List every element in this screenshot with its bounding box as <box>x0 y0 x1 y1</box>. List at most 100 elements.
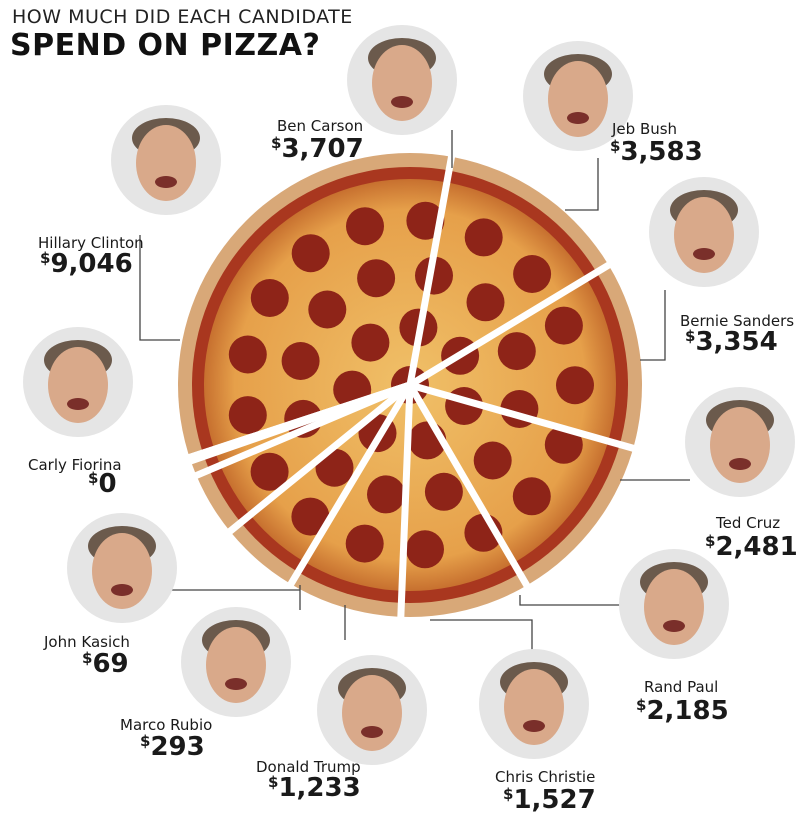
portrait-john-kasich <box>67 513 177 623</box>
pepperoni-22 <box>345 524 384 563</box>
pepperoni-23 <box>291 497 330 536</box>
pepperoni-17 <box>466 283 505 322</box>
pepperoni-28 <box>291 234 330 273</box>
pepperoni-34 <box>556 366 594 405</box>
amount-jeb-bush: $3,583 <box>610 137 703 167</box>
portrait-marco-rubio <box>181 607 291 717</box>
amount-bernie-sanders: $3,354 <box>685 327 778 357</box>
title-line-2: SPEND ON PIZZA? <box>10 28 321 63</box>
portrait-mouth <box>225 678 247 690</box>
pepperoni-32 <box>513 255 552 293</box>
pepperoni-14 <box>308 290 347 329</box>
leader-line-jeb-bush <box>565 158 599 211</box>
amount-ben-carson: $3,707 <box>271 134 364 164</box>
candidate-chris-christie: Chris Christie$1,527 <box>430 619 596 814</box>
portrait-face <box>504 669 564 745</box>
amount-rand-paul: $2,185 <box>636 696 729 726</box>
title-line-1: HOW MUCH DID EACH CANDIDATE <box>12 6 353 28</box>
pepperoni-25 <box>228 396 267 435</box>
portrait-mouth <box>391 96 413 108</box>
portrait-face <box>136 125 196 201</box>
portrait-ted-cruz <box>685 387 795 497</box>
leader-line-chris-christie <box>430 619 533 650</box>
name-donald-trump: Donald Trump <box>256 758 361 776</box>
portrait-mouth <box>693 248 715 260</box>
pepperoni-26 <box>228 335 267 374</box>
portrait-mouth <box>523 720 545 732</box>
pepperoni-5 <box>351 323 390 362</box>
pepperoni-21 <box>406 530 444 569</box>
name-jeb-bush: Jeb Bush <box>611 120 677 138</box>
portrait-mouth <box>111 584 133 596</box>
cut-line-10 <box>180 381 414 463</box>
name-hillary-clinton: Hillary Clinton <box>38 234 144 252</box>
portrait-face <box>548 61 608 137</box>
portrait-mouth <box>663 620 685 632</box>
pepperoni-24 <box>250 452 289 491</box>
candidate-marco-rubio: Marco Rubio$293 <box>120 585 301 762</box>
name-bernie-sanders: Bernie Sanders <box>680 312 794 330</box>
name-ted-cruz: Ted Cruz <box>715 514 780 532</box>
portrait-mouth <box>361 726 383 738</box>
name-carly-fiorina: Carly Fiorina <box>28 456 122 474</box>
portrait-jeb-bush <box>523 41 633 151</box>
candidate-labels: Ben Carson$3,707 Jeb Bush$3,583 Bernie San… <box>23 25 798 814</box>
portrait-face <box>48 347 108 423</box>
amount-hillary-clinton: $9,046 <box>40 249 133 279</box>
pepperoni-10 <box>367 475 405 514</box>
amount-chris-christie: $1,527 <box>503 785 596 814</box>
leader-line-bernie-sanders <box>640 290 666 361</box>
amount-marco-rubio: $293 <box>140 732 205 762</box>
name-chris-christie: Chris Christie <box>495 768 595 786</box>
portrait-chris-christie <box>479 649 589 759</box>
pepperoni-29 <box>346 207 384 246</box>
pepperoni-36 <box>512 477 551 516</box>
candidate-carly-fiorina: Carly Fiorina$0 <box>23 327 133 499</box>
candidate-ted-cruz: Ted Cruz$2,481 <box>620 387 798 562</box>
cut-line-1 <box>406 258 618 389</box>
cut-line-6 <box>221 381 414 539</box>
portrait-face <box>92 533 152 609</box>
pepperoni-31 <box>464 218 503 257</box>
pepperoni-15 <box>357 259 396 298</box>
portrait-face <box>372 45 432 121</box>
portrait-mouth <box>567 112 589 124</box>
name-marco-rubio: Marco Rubio <box>120 716 212 734</box>
portrait-face <box>342 675 402 751</box>
portrait-hillary-clinton <box>111 105 221 215</box>
portrait-rand-paul <box>619 549 729 659</box>
portrait-face <box>644 569 704 645</box>
leader-line-hillary-clinton <box>139 235 180 341</box>
portrait-mouth <box>155 176 177 188</box>
portrait-face <box>674 197 734 273</box>
pepperoni-33 <box>544 306 583 345</box>
amount-carly-fiorina: $0 <box>88 469 117 499</box>
pepperoni-8 <box>473 441 512 480</box>
portrait-mouth <box>729 458 751 470</box>
pepperoni-18 <box>497 332 536 371</box>
amount-donald-trump: $1,233 <box>268 773 361 803</box>
pepperoni-27 <box>250 279 289 317</box>
portrait-mouth <box>67 398 89 410</box>
candidate-john-kasich: John Kasich$69 <box>43 513 300 679</box>
candidate-bernie-sanders: Bernie Sanders$3,354 <box>640 177 794 361</box>
portrait-donald-trump <box>317 655 427 765</box>
candidate-donald-trump: Donald Trump$1,233 <box>256 605 427 803</box>
name-rand-paul: Rand Paul <box>644 678 718 696</box>
cut-line-3 <box>406 381 534 595</box>
portrait-ben-carson <box>347 25 457 135</box>
pepperoni-16 <box>415 256 453 295</box>
pepperoni-35 <box>544 425 583 464</box>
leader-line-rand-paul <box>519 595 630 606</box>
portrait-bernie-sanders <box>649 177 759 287</box>
portrait-face <box>206 627 266 703</box>
candidate-ben-carson: Ben Carson$3,707 <box>271 25 457 168</box>
cut-line-4 <box>397 381 414 627</box>
cut-line-2 <box>406 381 643 454</box>
portrait-face <box>710 407 770 483</box>
slice-cuts <box>180 147 643 627</box>
candidate-rand-paul: Rand Paul$2,185 <box>519 549 729 726</box>
amount-ted-cruz: $2,481 <box>705 532 798 562</box>
